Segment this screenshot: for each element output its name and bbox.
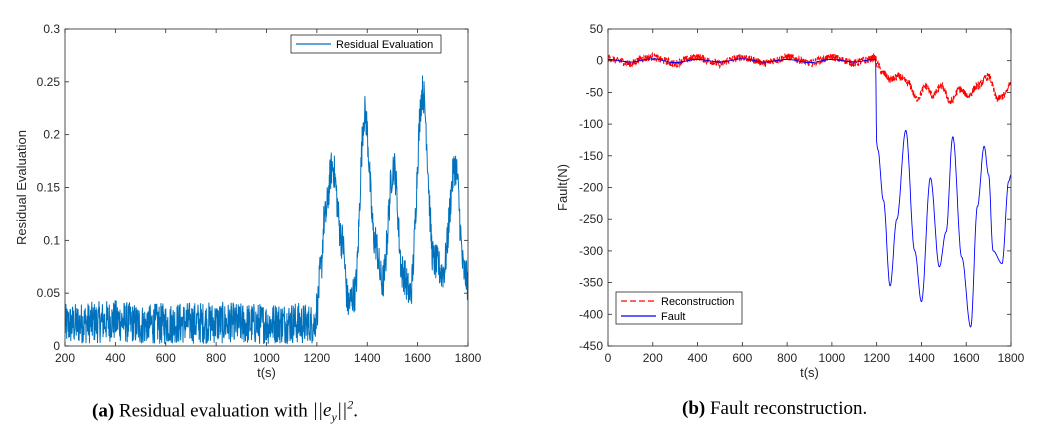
- figure-canvas: 200 400 600 800 1000 1200 1400 1600 1800 0 0.05 0.1…: [14, 22, 1025, 380]
- series-line-0: [65, 75, 468, 345]
- x-tick-label: 1400: [908, 351, 935, 365]
- caption-a-norm: ||ey||2: [312, 398, 354, 425]
- series-line-1: [608, 58, 1011, 328]
- x-tick-label: 600: [156, 351, 176, 365]
- x-tick-label: 1400: [354, 351, 381, 365]
- x-tick-label: 1000: [819, 351, 846, 365]
- legend-box: [615, 291, 743, 325]
- x-tick-label: 1800: [998, 351, 1025, 365]
- legend-label: Residual Evaluation: [336, 39, 433, 51]
- x-axis-label: t(s): [800, 365, 819, 380]
- y-axis-label: Fault(N): [555, 164, 570, 211]
- caption-b-text: Fault reconstruction.: [709, 398, 868, 419]
- series-line-0: [608, 51, 1011, 105]
- x-tick-label: 1600: [953, 351, 980, 365]
- y-tick-label: -200: [579, 181, 603, 195]
- caption-a-text: Residual evaluation with: [118, 400, 308, 422]
- series-fault: [608, 58, 1011, 328]
- series-reconstruction: [608, 51, 1011, 105]
- y-tick-label: -350: [579, 276, 603, 290]
- x-axis-label: t(s): [257, 365, 276, 380]
- series-residual-evaluation: [65, 75, 468, 345]
- y-tick-label: 0.15: [37, 181, 61, 195]
- y-tick-label: 0.2: [43, 128, 60, 142]
- legend: Reconstruction Fault: [615, 291, 743, 325]
- y-tick-label: -100: [579, 117, 603, 131]
- x-tick-label: 600: [732, 351, 752, 365]
- chart-residual-evaluation: 200 400 600 800 1000 1200 1400 1600 1800 0 0.05 0.1…: [14, 22, 482, 380]
- caption-a-label: (a): [92, 400, 115, 422]
- x-tick-label: 800: [777, 351, 797, 365]
- y-tick-label: -250: [579, 212, 603, 226]
- y-tick-label: 0: [53, 339, 60, 353]
- x-tick-label: 200: [643, 351, 663, 365]
- x-tick-label: 1600: [404, 351, 431, 365]
- chart-fault-reconstruction: 0 200 400 600 800 1000 1200 1400 1600 1800 -450 -40…: [555, 22, 1025, 380]
- caption-b: (b) Fault reconstruction.: [682, 398, 867, 420]
- legend: Residual Evaluation: [290, 34, 442, 54]
- x-tick-label: 0: [605, 351, 612, 365]
- axes-box: [64, 28, 469, 347]
- y-tick-label: 0.3: [43, 22, 60, 36]
- y-tick-label: 0.25: [37, 75, 61, 89]
- x-tick-label: 1200: [863, 351, 890, 365]
- y-tick-label: -150: [579, 149, 603, 163]
- legend-label: Fault: [661, 311, 685, 323]
- legend-label: Reconstruction: [661, 296, 734, 308]
- caption-b-label: (b): [682, 398, 706, 419]
- y-tick-label: -300: [579, 244, 603, 258]
- x-tick-label: 200: [55, 351, 75, 365]
- y-tick-label: 0: [596, 54, 603, 68]
- y-tick-label: 0.1: [43, 233, 60, 247]
- y-tick-label: 50: [590, 22, 604, 36]
- x-tick-label: 1000: [253, 351, 280, 365]
- x-tick-label: 800: [206, 351, 226, 365]
- x-tick-label: 400: [688, 351, 708, 365]
- y-tick-label: -450: [579, 339, 603, 353]
- y-axis-label: Residual Evaluation: [14, 130, 29, 245]
- legend-box: [290, 34, 442, 54]
- caption-a: (a) Residual evaluation with ||ey||2.: [92, 398, 358, 425]
- x-tick-label: 1200: [304, 351, 331, 365]
- y-tick-label: 0.05: [37, 286, 61, 300]
- x-tick-label: 400: [105, 351, 125, 365]
- y-tick-label: -50: [586, 85, 604, 99]
- y-tick-label: -400: [579, 307, 603, 321]
- x-tick-label: 1800: [455, 351, 482, 365]
